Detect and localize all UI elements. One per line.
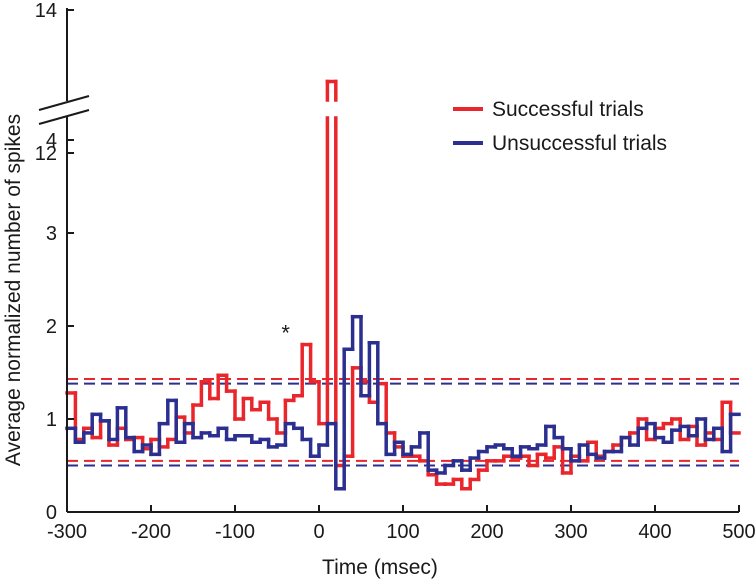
legend-label-successful: Successful trials [492, 98, 644, 121]
axis-break-gap [64, 101, 70, 117]
x-tick-label-7: 400 [638, 521, 671, 543]
legend-label-unsuccessful: Unsuccessful trials [492, 132, 667, 155]
y-tick-label-2: 2 [46, 316, 57, 338]
y-tick-label-5: 12 [35, 143, 57, 165]
y-tick-label-1: 1 [46, 409, 57, 431]
plot-area: * [65, 79, 741, 491]
axis-break-mark-lower [38, 109, 90, 125]
y-tick-label-0: 0 [46, 502, 57, 524]
x-tick-label-3: 0 [313, 521, 324, 543]
y-axis-title: Average normalized number of spikes [2, 114, 25, 466]
x-tick-label-4: 100 [386, 521, 419, 543]
x-tick-label-1: -200 [131, 521, 171, 543]
y-tick-label-6: 14 [35, 0, 57, 22]
y-tick-label-4: 4 [46, 130, 57, 152]
x-axis-title: Time (msec) [322, 556, 438, 579]
x-tick-label-8: 500 [722, 521, 755, 543]
x-tick-label-2: -100 [215, 521, 255, 543]
legend: Successful trials Unsuccessful trials [453, 98, 667, 155]
x-tick-label-6: 300 [554, 521, 587, 543]
axis-break-mark-upper [38, 95, 90, 111]
x-tick-label-5: 200 [470, 521, 503, 543]
x-tick-label-0: -300 [47, 521, 87, 543]
significance-annotation-0: * [281, 321, 290, 346]
series-unsuccessful [65, 314, 741, 491]
y-tick-label-3: 3 [46, 223, 57, 245]
